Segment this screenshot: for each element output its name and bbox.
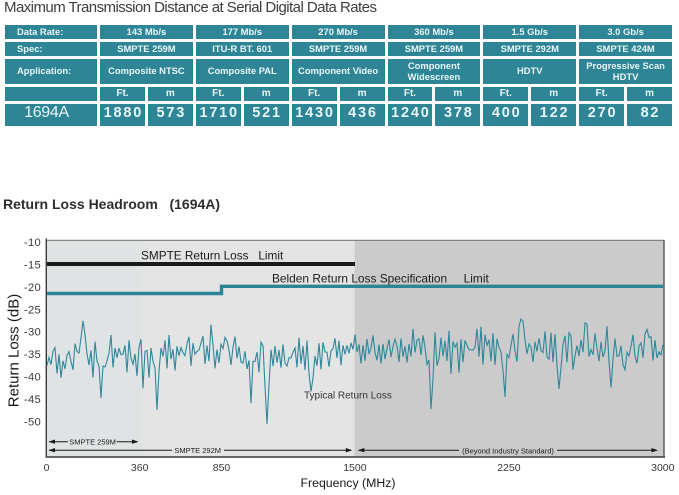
svg-text:-10: -10 — [24, 237, 41, 249]
svg-text:Belden Return Loss Specificati: Belden Return Loss Specification Limit — [272, 271, 489, 285]
svg-text:Frequency (MHz): Frequency (MHz) — [301, 476, 396, 490]
svg-text:850: 850 — [213, 462, 231, 474]
svg-text:3000: 3000 — [651, 462, 675, 474]
svg-text:-20: -20 — [24, 282, 41, 294]
svg-text:SMPTE 259M: SMPTE 259M — [69, 438, 116, 447]
svg-text:Return Loss (dB): Return Loss (dB) — [6, 294, 23, 407]
svg-text:-35: -35 — [24, 349, 41, 361]
svg-text:-15: -15 — [24, 260, 41, 272]
svg-text:-30: -30 — [24, 327, 41, 339]
svg-text:-25: -25 — [24, 304, 41, 316]
svg-text:2250: 2250 — [497, 462, 521, 474]
svg-text:-40: -40 — [24, 372, 41, 384]
svg-text:SMPTE 292M: SMPTE 292M — [174, 446, 221, 455]
svg-text:360: 360 — [131, 462, 149, 474]
svg-text:(Beyond Industry Standard): (Beyond Industry Standard) — [462, 446, 554, 455]
svg-text:Typical Return Loss: Typical Return Loss — [304, 390, 392, 401]
svg-text:-45: -45 — [24, 394, 41, 406]
svg-text:SMPTE Return Loss Limit: SMPTE Return Loss Limit — [141, 249, 284, 263]
svg-text:1500: 1500 — [343, 462, 367, 474]
svg-text:-50: -50 — [24, 416, 41, 428]
svg-text:0: 0 — [44, 462, 50, 474]
